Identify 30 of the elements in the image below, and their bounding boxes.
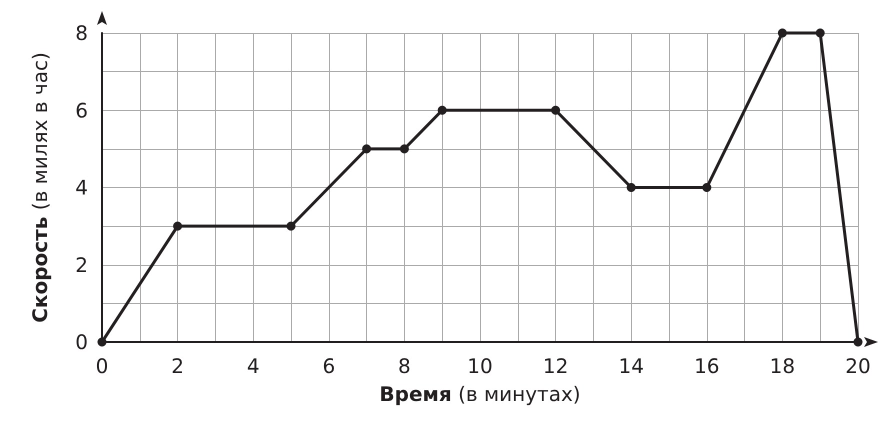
x-tick-label: 10 bbox=[467, 354, 493, 378]
x-tick-label: 18 bbox=[770, 354, 796, 378]
x-tick-label: 16 bbox=[694, 354, 720, 378]
point bbox=[98, 338, 106, 346]
y-tick-label: 6 bbox=[75, 98, 88, 122]
x-tick-label: 6 bbox=[322, 354, 336, 378]
x-tick-label: 4 bbox=[246, 354, 260, 378]
x-tick-label: 14 bbox=[618, 354, 644, 378]
point bbox=[854, 338, 862, 346]
point bbox=[816, 28, 825, 38]
x-axis-title: Время (в минутах) bbox=[379, 382, 581, 406]
x-tick-label: 20 bbox=[845, 354, 871, 378]
x-tick-label: 2 bbox=[171, 354, 184, 378]
x-tick-label: 0 bbox=[96, 354, 108, 378]
point bbox=[362, 144, 372, 154]
x-tick-label: 8 bbox=[398, 354, 411, 378]
point bbox=[778, 28, 787, 38]
y-tick-label: 8 bbox=[75, 21, 88, 45]
point bbox=[400, 144, 409, 154]
x-tick-label: 12 bbox=[542, 354, 568, 378]
point bbox=[286, 222, 296, 231]
point bbox=[551, 106, 560, 115]
point bbox=[626, 183, 636, 192]
y-tick-label: 0 bbox=[75, 330, 88, 354]
y-tick-label: 2 bbox=[75, 252, 88, 277]
point bbox=[702, 183, 712, 192]
point bbox=[173, 222, 182, 231]
point bbox=[438, 106, 447, 115]
y-axis-title: Скорость (в милях в час) bbox=[28, 52, 52, 323]
y-tick-label: 4 bbox=[75, 176, 88, 200]
